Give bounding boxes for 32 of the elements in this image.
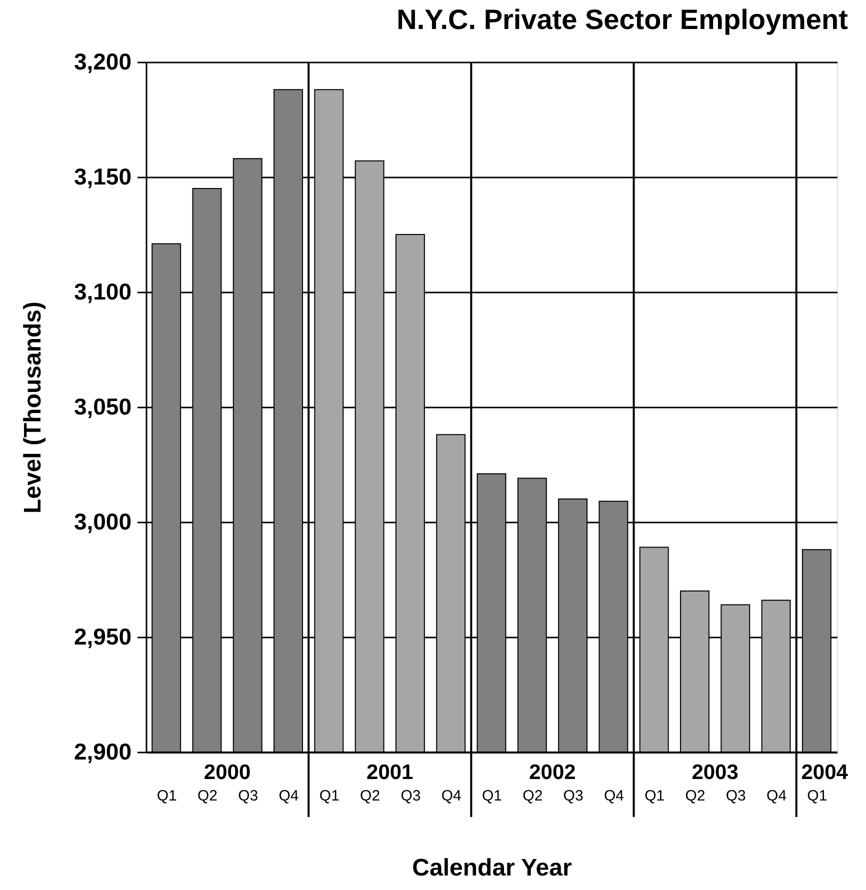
series-label: 2002 <box>529 761 576 784</box>
series-label: 2003 <box>692 761 738 784</box>
y-tick-label: 2,950 <box>74 624 132 650</box>
x-tick-label: Q2 <box>360 788 380 804</box>
series-label: 2004 <box>801 761 848 784</box>
x-tick-label: Q1 <box>644 788 665 804</box>
x-tick-label: Q1 <box>807 788 828 804</box>
y-tick-label: 3,200 <box>74 48 132 74</box>
y-tick-label: 3,100 <box>74 278 132 304</box>
y-axis-title: Level (Thousands) <box>20 301 46 514</box>
chart-title: N.Y.C. Private Sector Employment <box>396 4 848 35</box>
x-tick-label: Q4 <box>441 788 462 804</box>
x-tick-label: Q2 <box>522 788 543 804</box>
y-tick-label: 3,000 <box>74 508 132 534</box>
x-tick-label: Q2 <box>685 788 706 804</box>
x-tick-label: Q3 <box>563 788 584 804</box>
x-tick-label: Q3 <box>400 788 421 804</box>
x-tick-label: Q3 <box>238 788 258 804</box>
x-tick-label: Q3 <box>726 788 746 804</box>
x-tick-label: Q4 <box>766 788 787 804</box>
x-tick-label: Q1 <box>156 788 177 804</box>
x-tick-label: Q4 <box>604 788 624 804</box>
series-label: 2000 <box>204 761 251 784</box>
y-tick-label: 3,150 <box>74 164 132 190</box>
y-tick-label: 3,050 <box>74 394 132 420</box>
x-tick-label: Q4 <box>278 788 299 804</box>
x-axis-title: Calendar Year <box>412 854 572 882</box>
series-label: 2001 <box>366 761 414 784</box>
x-tick-label: Q1 <box>319 788 340 804</box>
y-tick-label: 2,900 <box>74 738 132 764</box>
x-tick-label: Q1 <box>482 788 502 804</box>
x-tick-label: Q2 <box>197 788 218 804</box>
